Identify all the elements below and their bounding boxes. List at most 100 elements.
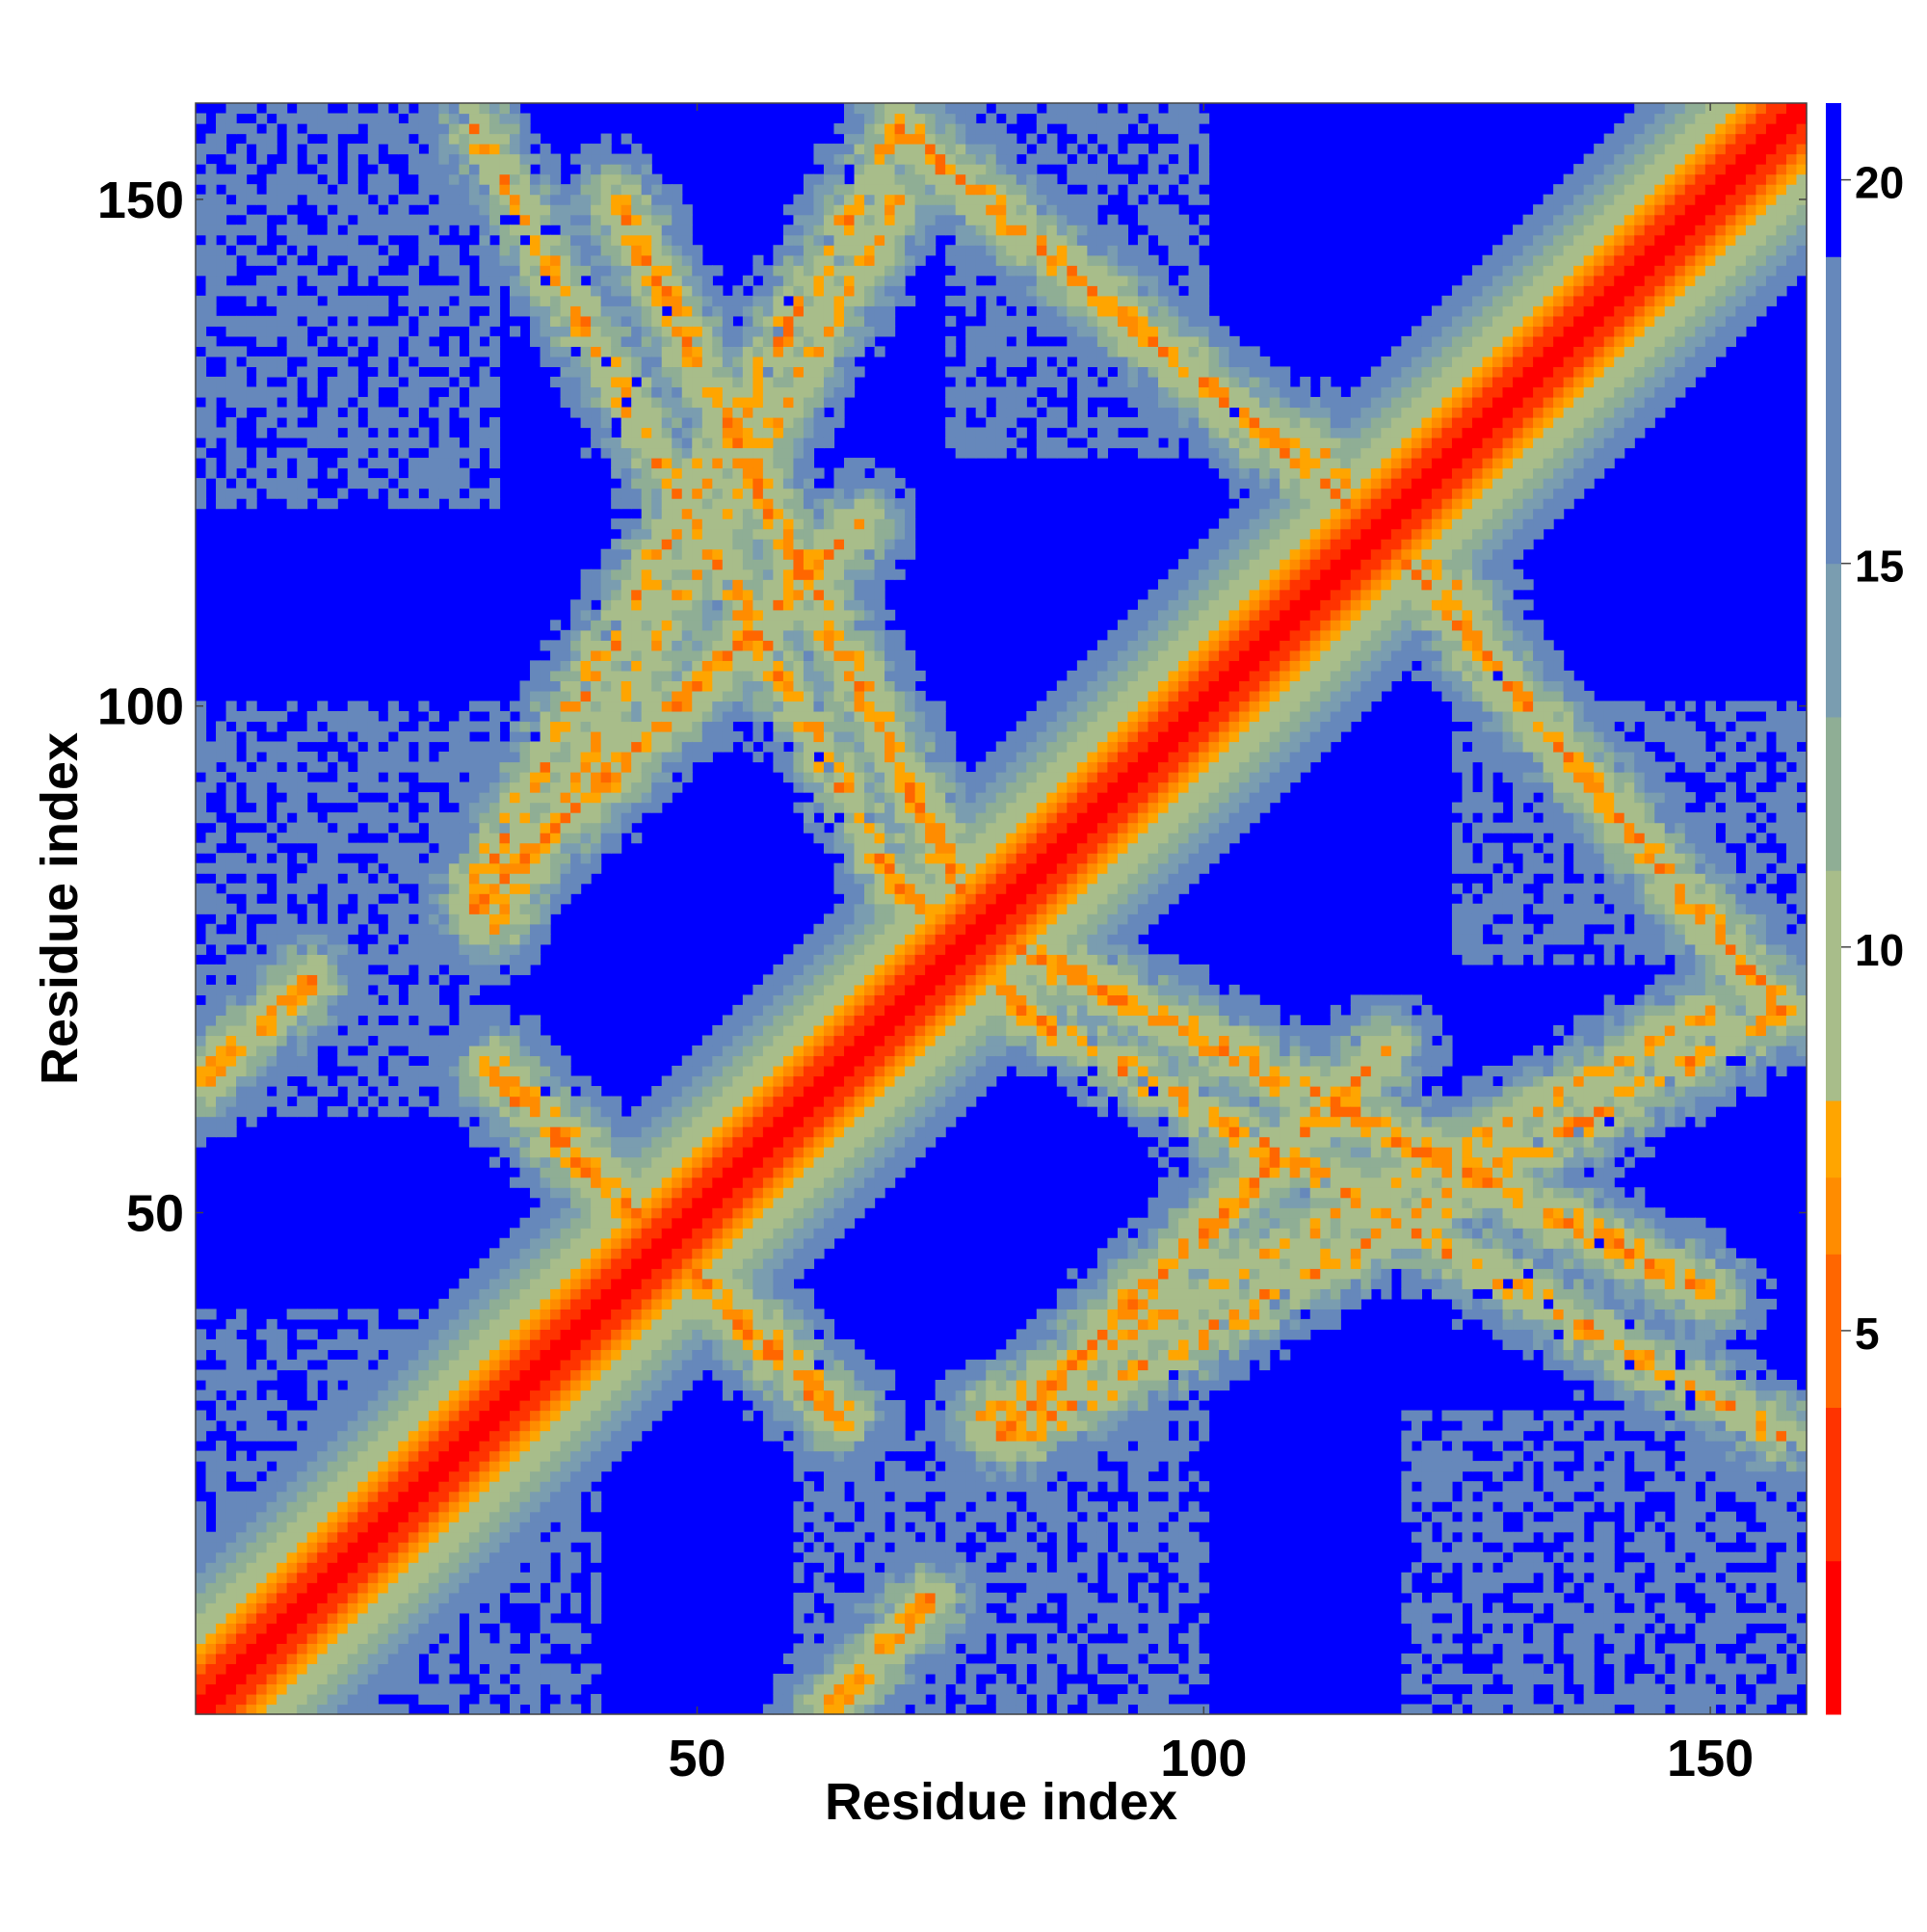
heatmap-cell	[347, 984, 358, 995]
heatmap-cell	[620, 386, 632, 398]
heatmap-cell	[651, 730, 663, 743]
heatmap-cell	[570, 761, 582, 773]
heatmap-cell	[722, 1257, 733, 1269]
heatmap-cell	[418, 1531, 430, 1543]
heatmap-cell	[540, 1237, 551, 1249]
heatmap-cell	[600, 214, 612, 225]
heatmap-cell	[459, 184, 470, 196]
heatmap-cell	[236, 366, 248, 378]
heatmap-cell	[398, 1562, 409, 1574]
heatmap-cell	[387, 1400, 399, 1412]
heatmap-cell	[266, 822, 277, 834]
heatmap-cell	[488, 883, 501, 894]
heatmap-cell	[540, 1045, 551, 1057]
heatmap-cell	[266, 1400, 277, 1412]
heatmap-cell	[266, 123, 277, 135]
heatmap-cell	[297, 1623, 308, 1634]
heatmap-cell	[378, 275, 389, 286]
heatmap-cell	[620, 730, 632, 743]
heatmap-cell	[468, 1024, 481, 1037]
heatmap-cell	[277, 1086, 288, 1098]
heatmap-cell	[277, 164, 288, 175]
heatmap-cell	[438, 812, 450, 824]
heatmap-cell	[661, 416, 673, 429]
heatmap-cell	[611, 640, 622, 651]
heatmap-cell	[398, 204, 409, 216]
heatmap-cell	[216, 1704, 227, 1715]
heatmap-cell	[398, 964, 409, 975]
heatmap-cell	[641, 629, 652, 641]
heatmap-cell	[540, 670, 551, 681]
heatmap-cell	[438, 315, 450, 327]
heatmap-cell	[196, 1309, 207, 1320]
heatmap-cell	[468, 1298, 481, 1310]
heatmap-cell	[631, 1257, 643, 1269]
heatmap-cell	[479, 1065, 490, 1077]
heatmap-cell	[580, 833, 592, 844]
heatmap-cell	[357, 225, 369, 236]
heatmap-cell	[600, 376, 612, 388]
heatmap-cell	[196, 214, 207, 225]
heatmap-cell	[479, 488, 490, 499]
heatmap-cell	[216, 254, 227, 266]
heatmap-cell	[205, 1602, 217, 1614]
heatmap-cell	[509, 1379, 521, 1391]
heatmap-cell	[550, 1257, 562, 1269]
heatmap-cell	[600, 1268, 612, 1280]
heatmap-cell	[196, 1045, 207, 1057]
heatmap-cell	[488, 721, 501, 732]
heatmap-cell	[378, 173, 389, 185]
heatmap-cell	[408, 295, 419, 306]
heatmap-cell	[367, 710, 379, 723]
heatmap-cell	[540, 923, 551, 935]
heatmap-cell	[459, 1511, 470, 1522]
heatmap-cell	[357, 275, 369, 286]
heatmap-cell	[611, 781, 622, 793]
heatmap-cell	[499, 1136, 511, 1148]
heatmap-cell	[712, 1369, 724, 1381]
heatmap-cell	[591, 1197, 602, 1208]
heatmap-cell	[692, 569, 703, 580]
heatmap-cell	[651, 386, 663, 398]
heatmap-cell	[387, 1096, 399, 1107]
heatmap-cell	[620, 204, 632, 216]
heatmap-cell	[266, 1501, 277, 1513]
heatmap-cell	[499, 1086, 511, 1098]
heatmap-cell	[216, 934, 227, 945]
heatmap-cell	[277, 974, 288, 986]
heatmap-cell	[387, 1430, 399, 1442]
heatmap-cell	[378, 1602, 389, 1614]
heatmap-cell	[428, 1349, 439, 1361]
heatmap-cell	[651, 589, 663, 600]
heatmap-cell	[611, 822, 622, 834]
heatmap-cell	[428, 346, 439, 357]
heatmap-cell	[246, 710, 257, 723]
heatmap-cell	[468, 1035, 481, 1046]
heatmap-cell	[277, 1673, 288, 1685]
heatmap-cell	[459, 295, 470, 306]
heatmap-cell	[378, 1683, 389, 1695]
heatmap-cell	[468, 245, 481, 256]
heatmap-cell	[468, 1126, 481, 1138]
heatmap-cell	[722, 1177, 733, 1188]
heatmap-cell	[530, 1096, 541, 1107]
heatmap-cell	[519, 1683, 531, 1695]
heatmap-cell	[540, 1318, 551, 1331]
heatmap-cell	[266, 1592, 277, 1603]
heatmap-cell	[661, 781, 673, 793]
heatmap-cell	[631, 214, 643, 225]
heatmap-cell	[357, 1653, 369, 1665]
heatmap-cell	[631, 366, 643, 378]
heatmap-cell	[488, 781, 501, 793]
heatmap-cell	[357, 802, 369, 813]
heatmap-cell	[570, 812, 582, 824]
heatmap-cell	[550, 1683, 562, 1695]
heatmap-cell	[580, 1197, 592, 1208]
heatmap-cell	[428, 730, 439, 743]
heatmap-cell	[672, 579, 683, 591]
heatmap-cell	[286, 802, 298, 813]
heatmap-cell	[357, 1004, 369, 1017]
heatmap-cell	[317, 1015, 329, 1026]
heatmap-cell	[378, 1075, 389, 1087]
heatmap-cell	[591, 670, 602, 681]
